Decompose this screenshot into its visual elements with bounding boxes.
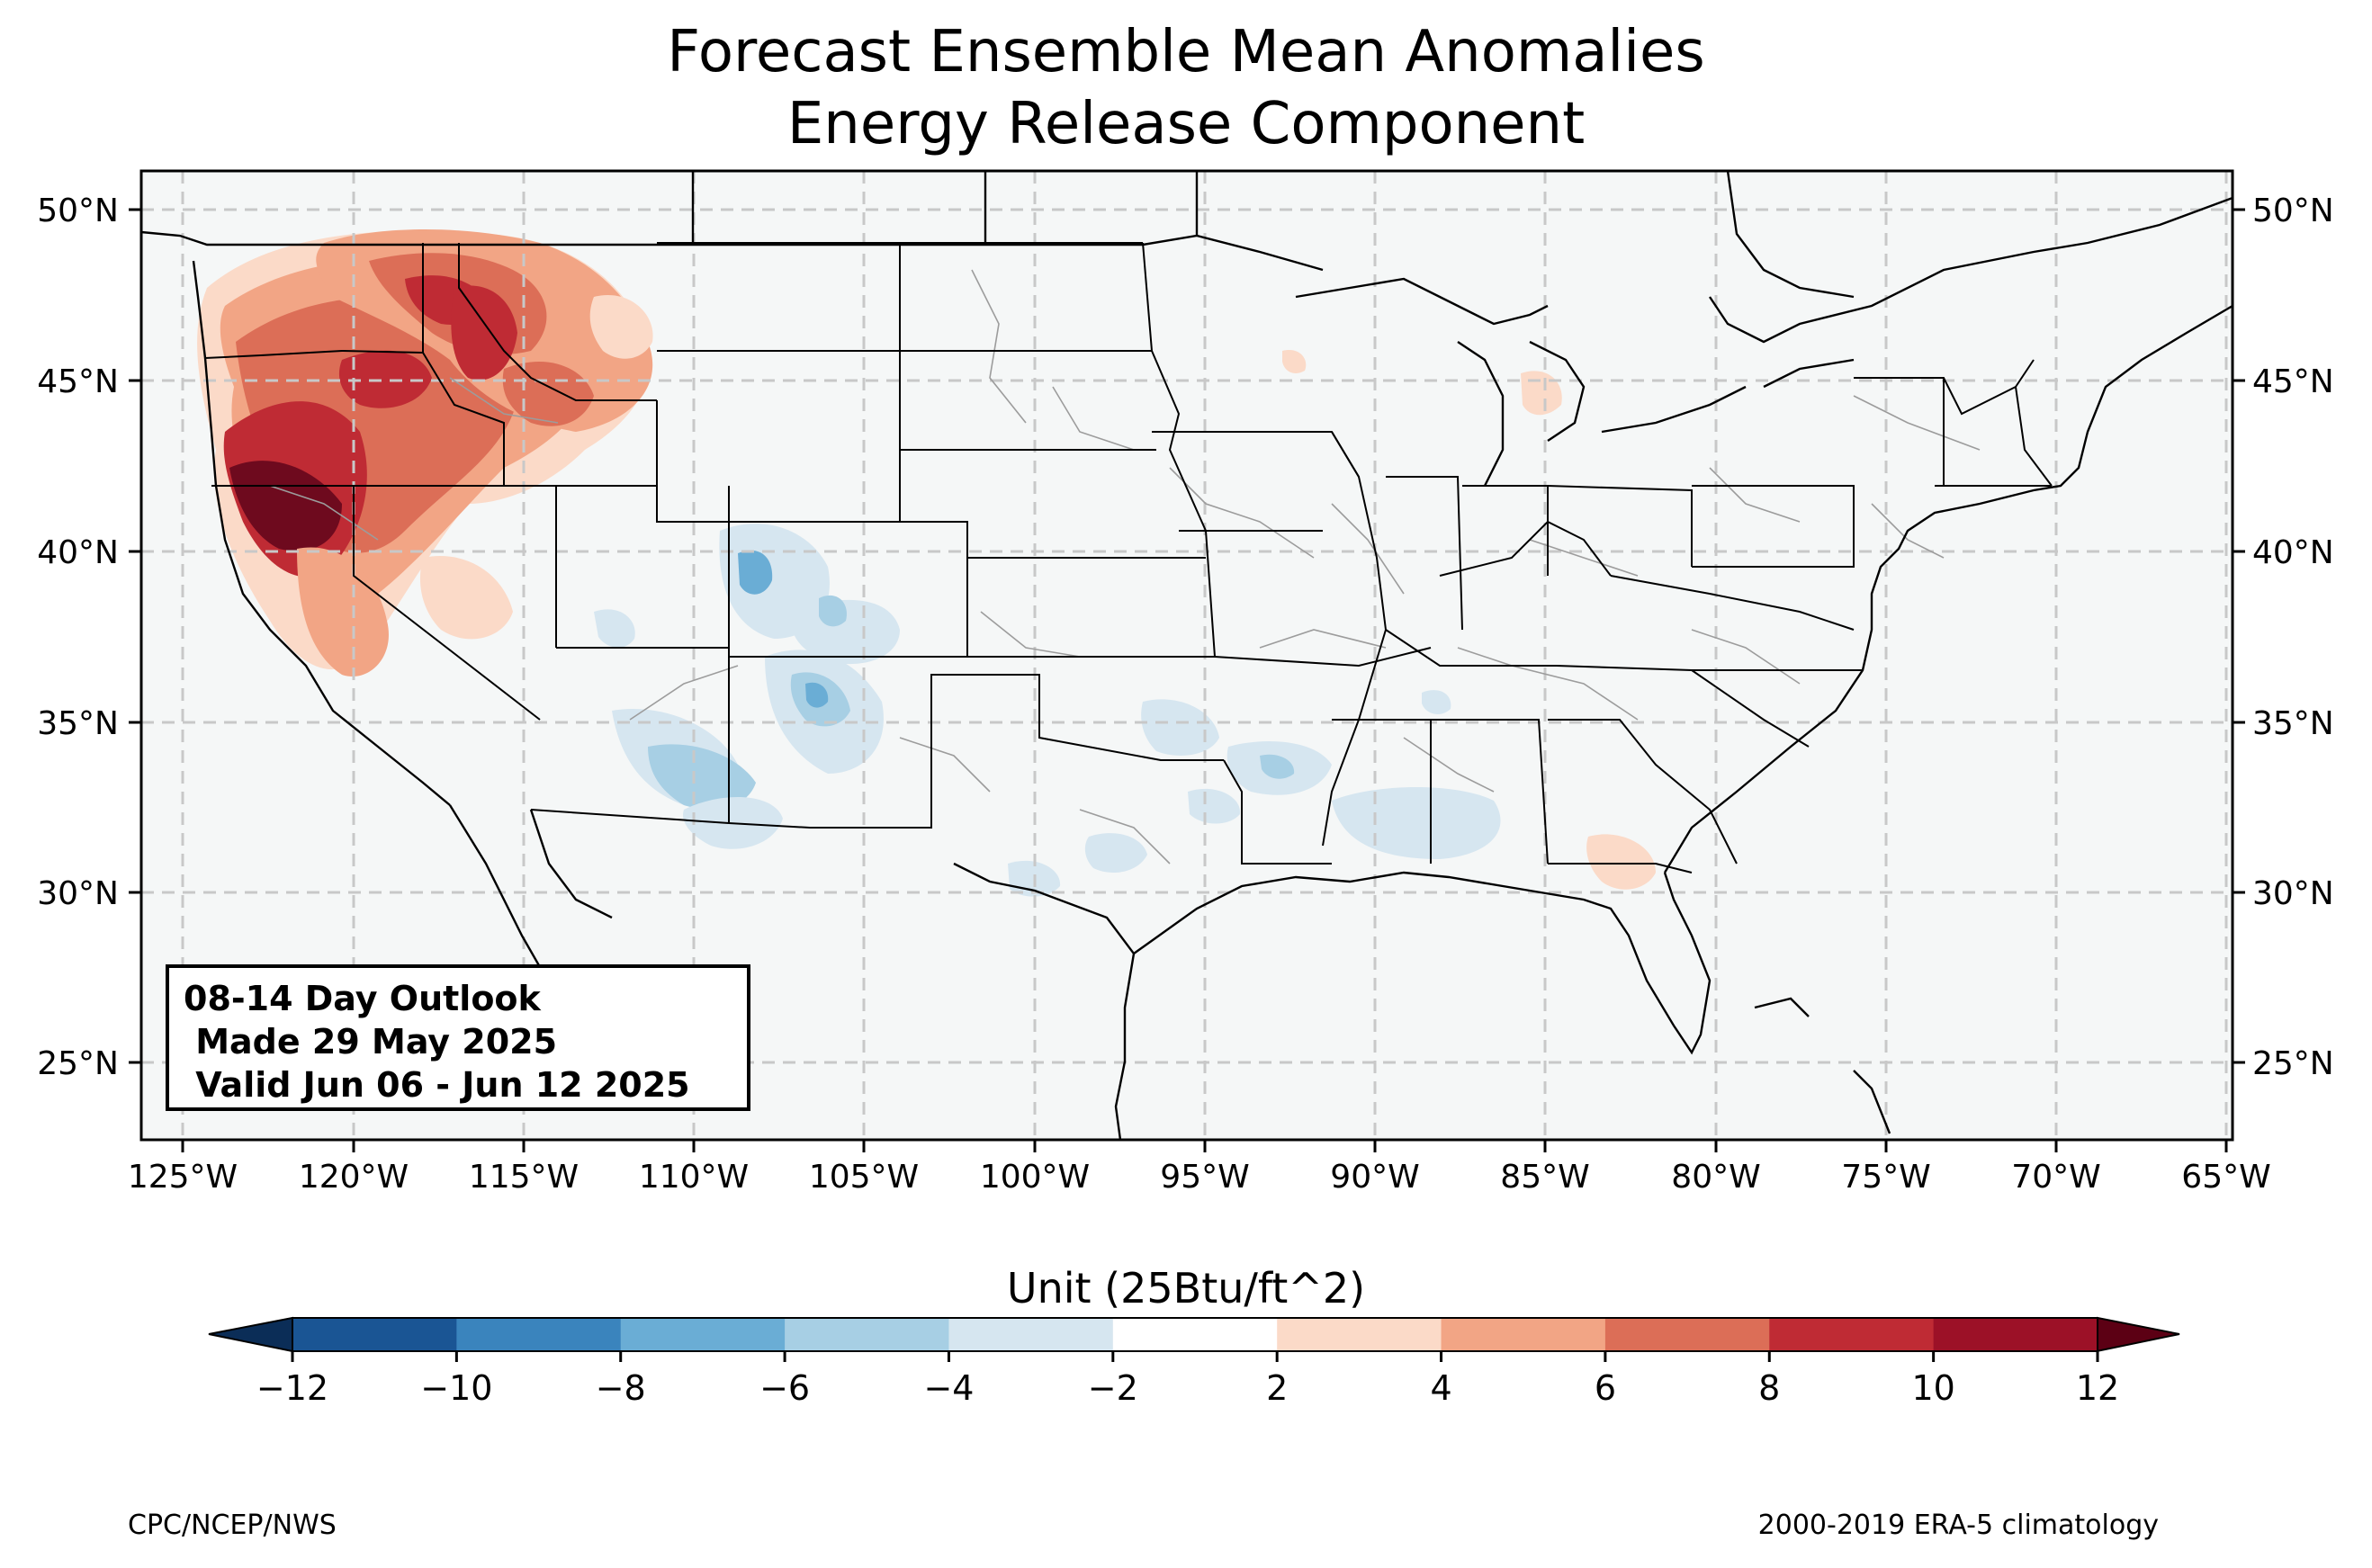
colorbar-tick-label: −6 (759, 1368, 810, 1408)
lon-label: 85°W (1500, 1159, 1589, 1196)
colorbar-tick-label: 2 (1266, 1368, 1288, 1408)
outlook-info-line2: Made 29 May 2025 (184, 1022, 558, 1062)
colorbar-tick-label: −10 (420, 1368, 492, 1408)
colorbar-title: Unit (25Btu/ft^2) (1006, 1264, 1366, 1313)
colorbar-segment (1769, 1318, 1935, 1351)
coastlines (141, 171, 2233, 1140)
county-lines (269, 269, 1981, 865)
lon-label: 80°W (1671, 1159, 1760, 1196)
lon-label: 90°W (1330, 1159, 1419, 1196)
colorbar-tick-label: 6 (1595, 1368, 1616, 1408)
anomaly-shading-positive (197, 229, 1656, 890)
lat-ticks (129, 208, 2245, 1064)
colorbar-tick-label: −12 (256, 1368, 328, 1408)
lon-label: 115°W (469, 1159, 579, 1196)
lat-labels-right: 50°N 45°N 40°N 35°N 30°N 25°N (2252, 193, 2334, 1082)
colorbar-segment (785, 1318, 949, 1351)
lat-label: 45°N (2252, 363, 2334, 400)
lon-labels: 125°W 120°W 115°W 110°W 105°W 100°W 95°W… (128, 1159, 2271, 1196)
colorbar-segment (1604, 1318, 1770, 1351)
colorbar-segment (292, 1318, 457, 1351)
colorbar-tick-label: 4 (1430, 1368, 1451, 1408)
lat-label: 35°N (37, 705, 119, 742)
graticule (141, 171, 2233, 1140)
lat-label: 50°N (2252, 193, 2334, 229)
colorbar-segment (1112, 1318, 1278, 1351)
lat-label: 45°N (37, 363, 119, 400)
colorbar-outline (292, 1317, 2098, 1352)
lat-label: 25°N (2252, 1045, 2334, 1082)
lon-label: 120°W (299, 1159, 409, 1196)
footer-source: CPC/NCEP/NWS (128, 1510, 337, 1541)
map-title-line1: Forecast Ensemble Mean Anomalies (667, 19, 1705, 85)
lon-label: 110°W (639, 1159, 749, 1196)
colorbar-segment (620, 1318, 786, 1351)
lat-label: 35°N (2252, 705, 2334, 742)
colorbar-tick-label: 8 (1758, 1368, 1780, 1408)
outlook-info-line3: Valid Jun 06 - Jun 12 2025 (184, 1065, 690, 1105)
lon-label: 125°W (128, 1159, 238, 1196)
colorbar-under-arrow (208, 1316, 293, 1353)
lon-ticks (181, 1140, 2228, 1152)
outlook-info-box: 08-14 Day Outlook Made 29 May 2025 Valid… (166, 964, 750, 1111)
lon-label: 105°W (809, 1159, 919, 1196)
map-title-line2: Energy Release Component (786, 91, 1586, 157)
state-boundaries (204, 242, 2053, 874)
map-content (141, 171, 2233, 1140)
lon-label: 95°W (1160, 1159, 1249, 1196)
footer-climatology: 2000-2019 ERA-5 climatology (1757, 1510, 2159, 1541)
lon-label: 75°W (1841, 1159, 1930, 1196)
map-title: Forecast Ensemble Mean Anomalies Energy … (0, 16, 2372, 160)
lat-label: 30°N (37, 875, 119, 912)
lat-label: 40°N (2252, 534, 2334, 571)
colorbar-segment (1933, 1318, 2098, 1351)
colorbar-segment (948, 1318, 1114, 1351)
lat-label: 40°N (37, 534, 119, 571)
colorbar-segment (1441, 1318, 1606, 1351)
colorbar-tick-label: −2 (1088, 1368, 1138, 1408)
colorbar-tick-label: 10 (1911, 1368, 1954, 1408)
colorbar-tick-labels: −12 −10 −8 −6 −4 −2 2 4 6 8 10 12 (256, 1368, 2119, 1408)
colorbar-segment (456, 1318, 622, 1351)
colorbar-tick-label: −8 (596, 1368, 646, 1408)
lon-label: 70°W (2011, 1159, 2100, 1196)
colorbar: −12 −10 −8 −6 −4 −2 2 4 6 8 10 12 (208, 1316, 2180, 1408)
colorbar-segments (292, 1318, 2098, 1351)
outlook-info-line1: 08-14 Day Outlook (184, 979, 541, 1018)
lat-label: 25°N (37, 1045, 119, 1082)
lon-label: 65°W (2181, 1159, 2270, 1196)
colorbar-ticks (291, 1351, 2099, 1362)
map-frame (139, 169, 2234, 1142)
lon-label: 100°W (980, 1159, 1090, 1196)
lat-labels-left: 50°N 45°N 40°N 35°N 30°N 25°N (37, 193, 119, 1082)
lat-label: 30°N (2252, 875, 2334, 912)
colorbar-segment (1277, 1318, 1442, 1351)
colorbar-over-arrow (2096, 1316, 2180, 1352)
lat-label: 50°N (37, 193, 119, 229)
colorbar-tick-label: 12 (2076, 1368, 2119, 1408)
colorbar-tick-label: −4 (923, 1368, 974, 1408)
